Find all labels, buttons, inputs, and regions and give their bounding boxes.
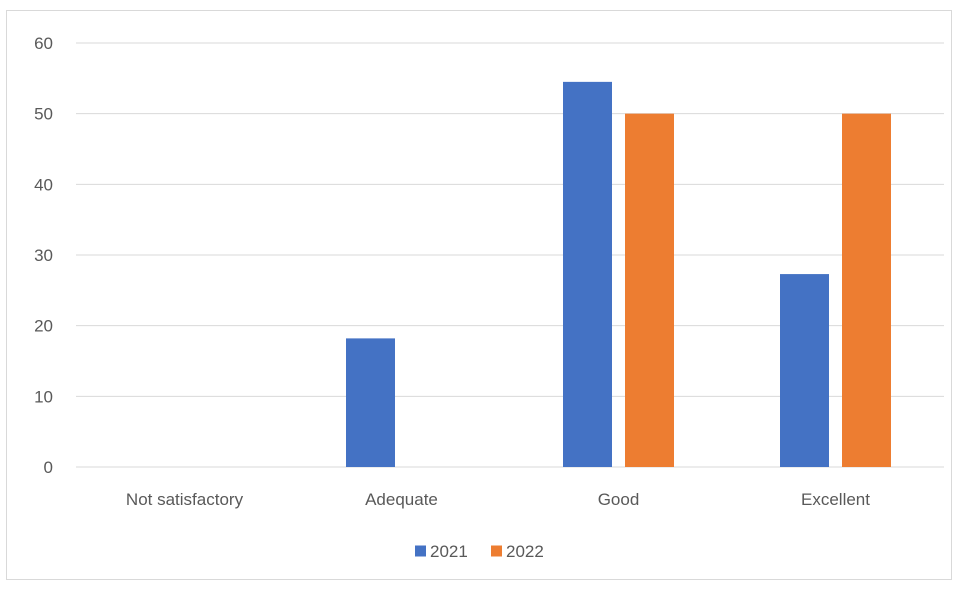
legend-swatch-2021 xyxy=(415,545,426,557)
x-tick-label-adequate: Adequate xyxy=(365,490,438,509)
legend-item-2021: 2021 xyxy=(415,542,468,561)
chart-frame: 0 10 20 30 40 50 60 Not satisfactory Adequate Goo… xyxy=(6,10,952,580)
y-tick-label-50: 50 xyxy=(34,105,53,124)
x-tick-label-excellent: Excellent xyxy=(801,490,870,509)
legend-label-2022: 2022 xyxy=(506,542,544,561)
x-tick-label-good: Good xyxy=(598,490,640,509)
legend-item-2022: 2022 xyxy=(491,542,544,561)
y-tick-label-40: 40 xyxy=(34,175,53,194)
legend-swatch-2022 xyxy=(491,545,502,557)
bar-2021-good xyxy=(563,81,612,467)
y-tick-label-10: 10 xyxy=(34,387,53,406)
legend-label-2021: 2021 xyxy=(430,542,468,561)
bar-2021-adequate xyxy=(346,338,395,467)
x-tick-label-not-satisfactory: Not satisfactory xyxy=(126,490,244,509)
y-tick-label-0: 0 xyxy=(44,458,53,477)
y-tick-label-30: 30 xyxy=(34,246,53,265)
bar-2021-excellent xyxy=(780,274,829,467)
bar-2022-good xyxy=(625,113,674,468)
bar-chart: 0 10 20 30 40 50 60 Not satisfactory Adequate Goo… xyxy=(34,34,944,561)
y-tick-label-20: 20 xyxy=(34,317,53,336)
bar-2022-excellent xyxy=(842,113,891,468)
y-tick-label-60: 60 xyxy=(34,34,53,53)
